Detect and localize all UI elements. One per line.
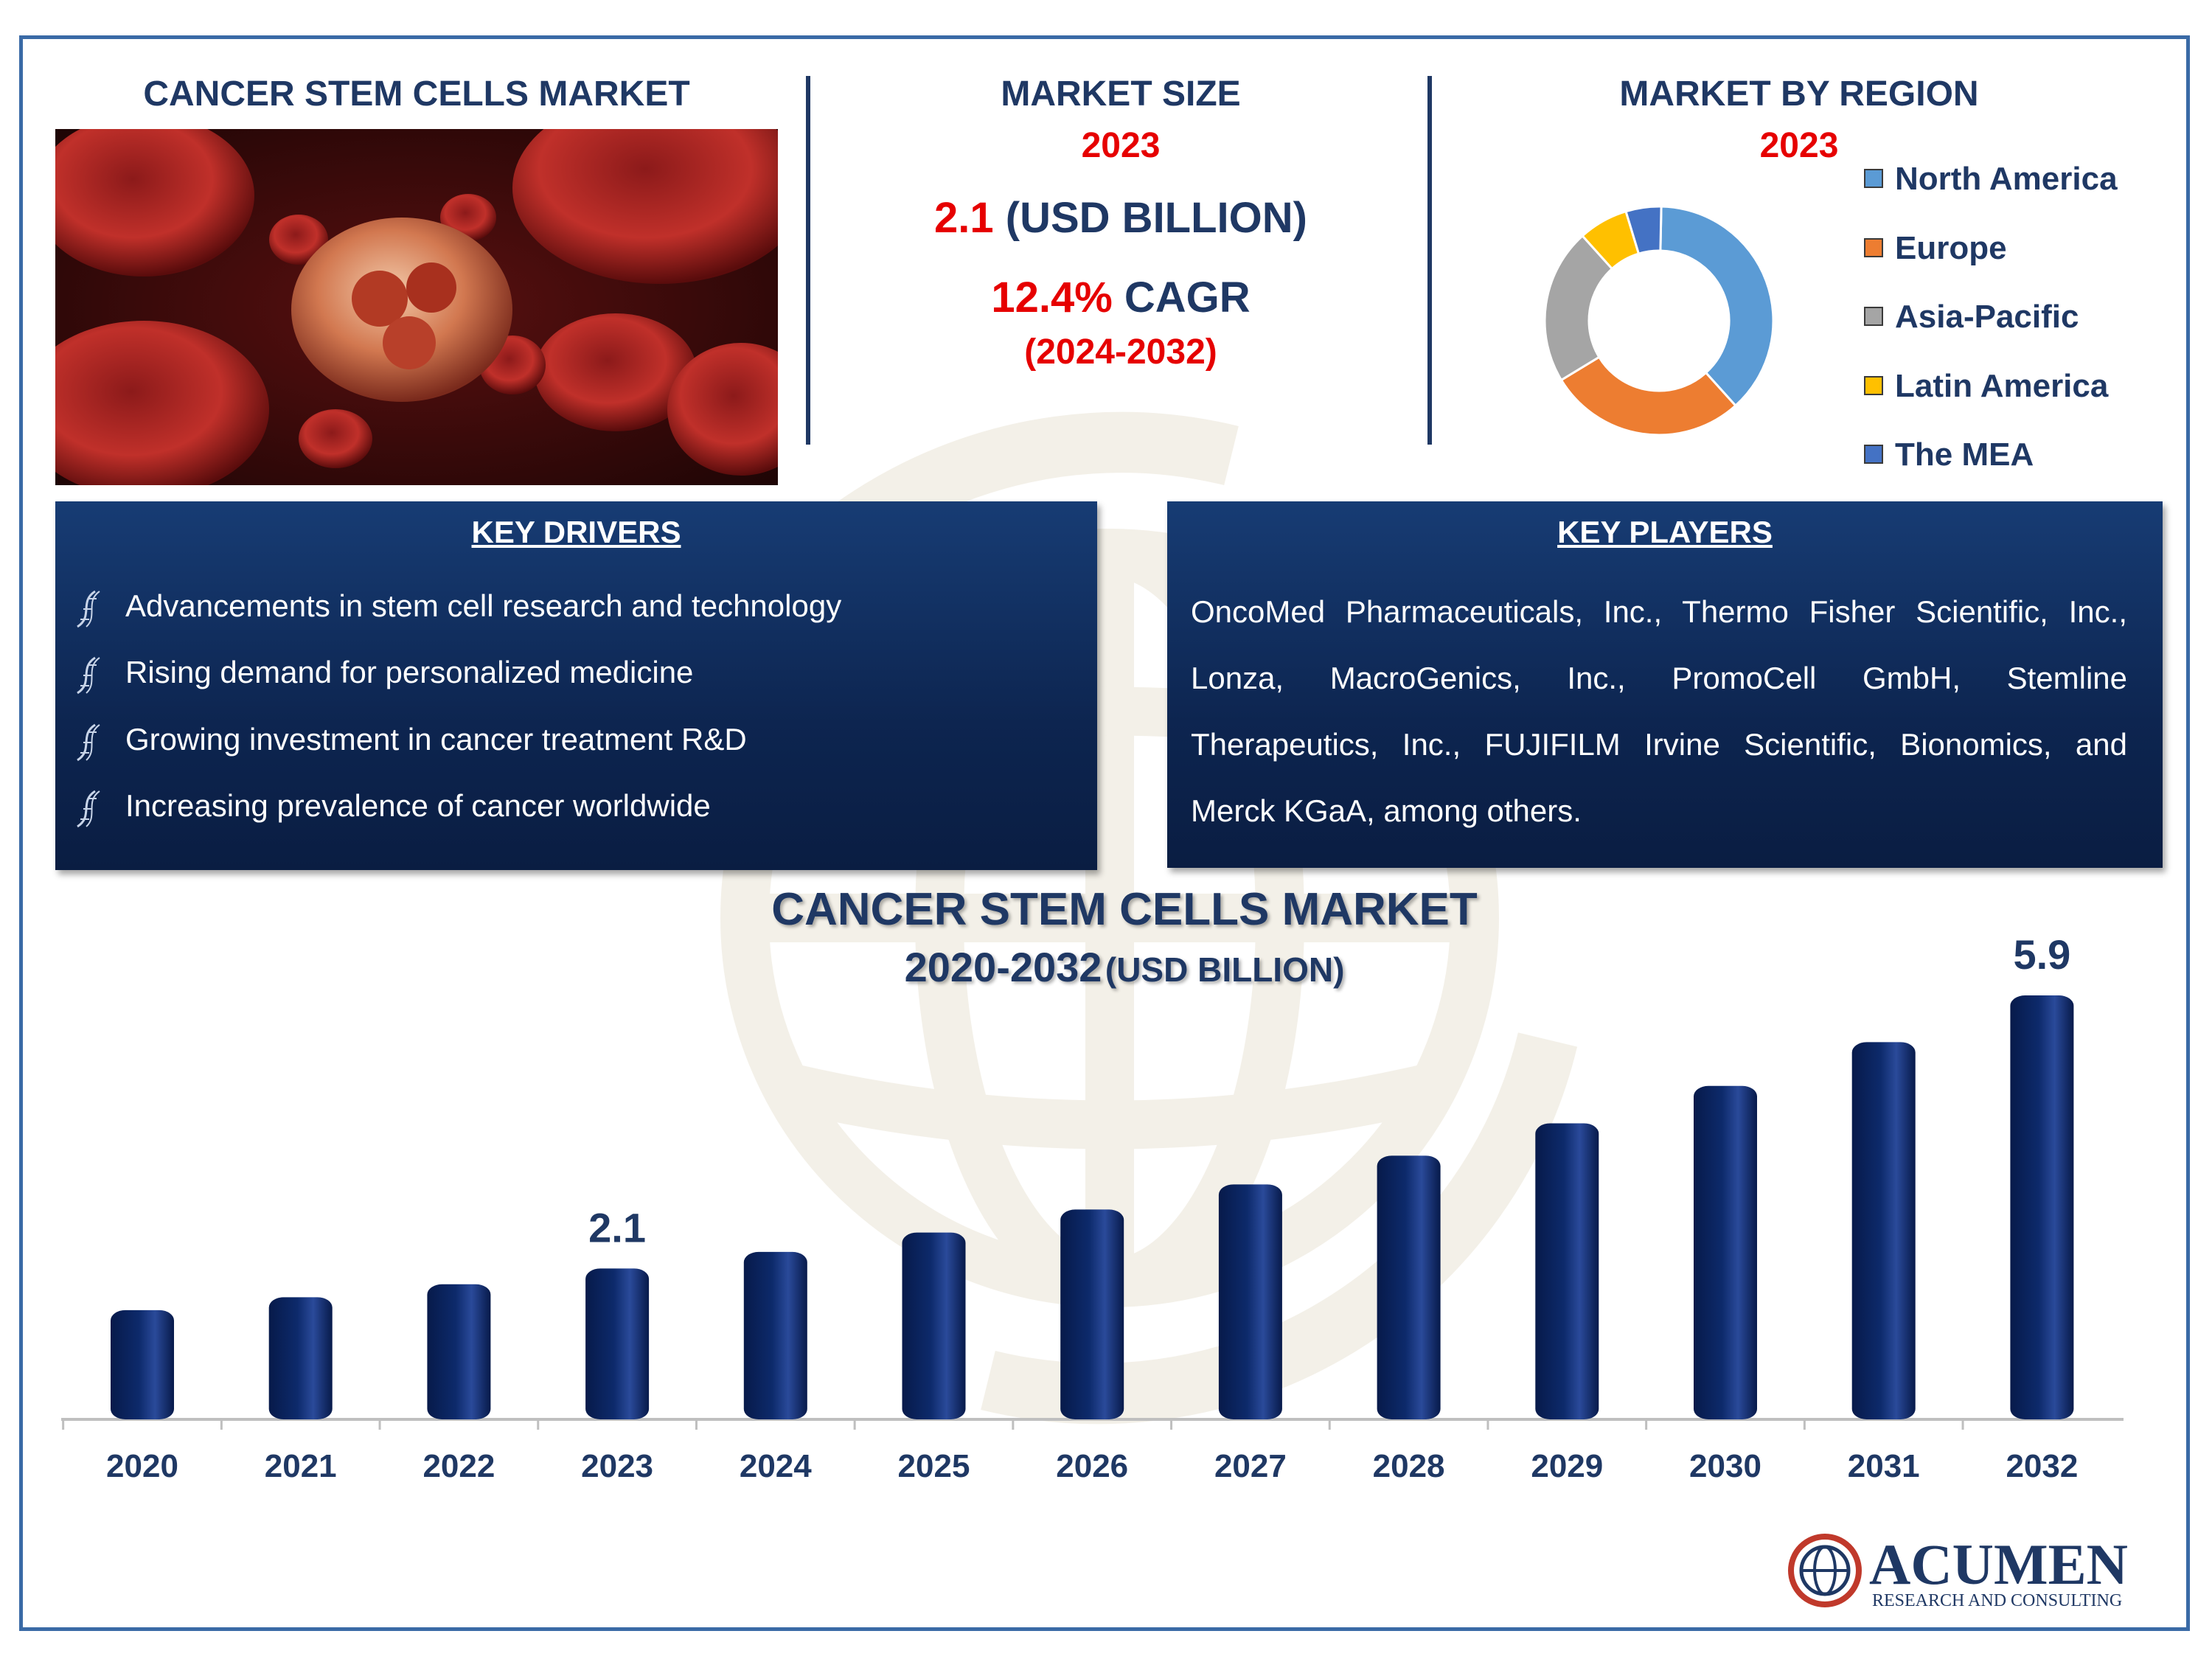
market-size-unit: (USD BILLION) [1005,194,1307,242]
key-driver-item: Increasing prevalence of cancer worldwid… [125,788,711,823]
market-size-value: 2.1 [934,194,994,242]
key-driver-item: Rising demand for personalized medicine [125,655,694,689]
key-driver-item: Growing investment in cancer treatment R… [125,722,747,757]
chart-subtitle-years: 2020-2032 [904,944,1102,990]
separator-left [806,76,810,445]
globe-logo-icon [1788,1534,1862,1607]
logo-name: ACUMEN [1869,1532,2128,1596]
key-players-panel: KEY PLAYERS OncoMed Pharmaceuticals, Inc… [1167,501,2163,868]
cagr-period: (2024-2032) [1024,333,1217,372]
key-players-text: OncoMed Pharmaceuticals, Inc., Thermo Fi… [1191,594,2127,828]
region-donut-chart [1543,205,1775,437]
chart-title: CANCER STEM CELLS MARKET [771,884,1478,935]
donut-slice-north-america [1659,205,1775,408]
key-players-title: KEY PLAYERS [1557,515,1773,549]
donut-slice-europe [1559,355,1737,437]
chart-subtitle-unit: (USD BILLION) [1105,950,1345,989]
legend-label: Asia-Pacific [1895,299,2079,335]
legend-label: Latin America [1895,368,2109,404]
dna-helix-icon [77,656,100,695]
dna-helix-icon [77,723,100,762]
key-drivers-title: KEY DRIVERS [471,515,681,549]
separator-right [1427,76,1432,445]
legend-swatch [1864,238,1883,257]
legend-swatch [1864,307,1883,326]
legend-label: Europe [1895,230,2007,266]
market-size-value-line: 2.1 (USD BILLION) [848,193,1394,243]
infographic-frame [19,35,2190,1631]
legend-swatch [1864,169,1883,188]
region-year: 2023 [1759,126,1839,165]
legend-swatch [1864,445,1883,464]
donut-slice-the-mea [1624,205,1663,255]
cagr-line: 12.4% CAGR [848,273,1394,322]
legend-label: The MEA [1895,437,2034,473]
legend-swatch [1864,376,1883,395]
key-driver-item: Advancements in stem cell research and t… [125,588,842,623]
left-title: CANCER STEM CELLS MARKET [143,74,690,114]
dna-helix-icon [77,790,100,828]
key-drivers-panel: KEY DRIVERS Advancements in stem cell re… [55,501,1097,870]
region-title: MARKET BY REGION [1619,74,1979,114]
chart-title-block: CANCER STEM CELLS MARKET 2020-2032 (USD … [737,883,1512,991]
acumen-logo: ACUMEN RESEARCH AND CONSULTING [1788,1532,2128,1610]
chart-subtitle: 2020-2032 (USD BILLION) [737,943,1512,991]
market-size-year: 2023 [1081,126,1161,165]
market-size-title: MARKET SIZE [1001,74,1241,114]
cagr-label: CAGR [1124,274,1251,321]
dna-helix-icon [77,590,100,628]
legend-label: North America [1895,161,2118,197]
logo-tagline: RESEARCH AND CONSULTING [1872,1591,2122,1610]
cancer-cells-image [55,129,778,485]
cagr-value: 12.4% [991,274,1113,321]
